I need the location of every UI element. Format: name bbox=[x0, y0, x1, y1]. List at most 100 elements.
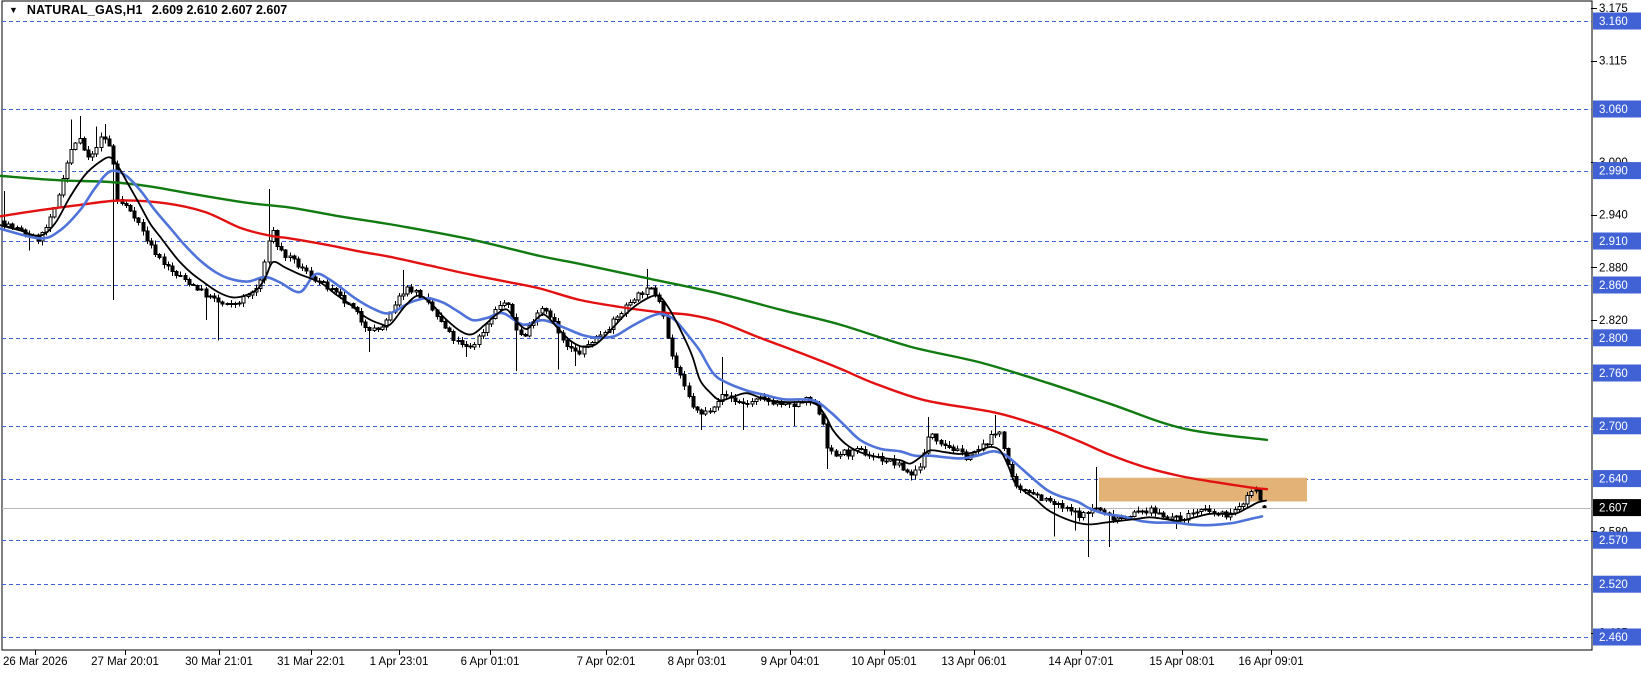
candle-body bbox=[338, 291, 343, 297]
candle-body bbox=[653, 287, 658, 296]
candle-body bbox=[691, 396, 696, 408]
candle-body bbox=[649, 287, 654, 290]
level-price-label: 2.800 bbox=[1599, 333, 1628, 345]
candle-body bbox=[65, 162, 70, 179]
symbol-period-label: NATURAL_GAS,H1 bbox=[26, 3, 143, 17]
candle-body bbox=[712, 406, 717, 413]
level-price-label: 2.910 bbox=[1599, 236, 1628, 248]
candle-body bbox=[1249, 490, 1254, 497]
price-axis[interactable]: 3.1753.1153.0002.9402.8802.8202.5802.465… bbox=[1591, 3, 1641, 646]
candle-body bbox=[1140, 510, 1145, 513]
candle-body bbox=[414, 290, 419, 293]
candle-body bbox=[619, 313, 624, 318]
candle-body bbox=[1081, 512, 1086, 519]
candle-body bbox=[552, 316, 557, 322]
level-price-label: 2.860 bbox=[1599, 280, 1628, 292]
candle-body bbox=[632, 299, 637, 304]
candle-body bbox=[472, 343, 477, 348]
plot-frame bbox=[1, 0, 1593, 651]
candle-body bbox=[233, 303, 238, 306]
candle-body bbox=[288, 255, 293, 259]
candle-body bbox=[939, 440, 944, 445]
candle-body bbox=[687, 385, 692, 398]
candle-body bbox=[834, 450, 839, 457]
price-tick-label: 3.175 bbox=[1599, 3, 1628, 15]
candle-body bbox=[1144, 510, 1149, 514]
candle-body bbox=[1161, 512, 1166, 518]
collapse-quote-icon[interactable]: ▼ bbox=[9, 5, 18, 15]
candle-body bbox=[741, 401, 746, 405]
candle-body bbox=[1027, 489, 1032, 494]
candle-body bbox=[40, 231, 45, 242]
candle-body bbox=[241, 295, 246, 304]
candle-body bbox=[359, 311, 364, 323]
candle-body bbox=[439, 316, 444, 322]
candle-body bbox=[678, 367, 683, 376]
candle-body bbox=[1207, 508, 1212, 512]
time-tick-label: 26 Mar 2026 bbox=[3, 656, 68, 668]
candle-body bbox=[787, 402, 792, 405]
candle-body bbox=[645, 287, 650, 295]
ma-red-medium-line bbox=[0, 199, 1269, 491]
candle-body bbox=[208, 295, 213, 298]
candle-body bbox=[1098, 507, 1103, 511]
candle-body bbox=[720, 394, 725, 402]
candle-body bbox=[73, 142, 78, 150]
candle-body bbox=[153, 244, 158, 255]
candle-body bbox=[779, 402, 784, 406]
candle-body bbox=[162, 256, 167, 266]
level-price-label: 2.700 bbox=[1599, 421, 1628, 433]
candle-body bbox=[628, 302, 633, 306]
candle-body bbox=[792, 403, 797, 407]
candle-body bbox=[1031, 492, 1036, 495]
candle-body bbox=[166, 264, 171, 267]
candle-body bbox=[716, 400, 721, 408]
candle-body bbox=[363, 321, 368, 328]
candle-body bbox=[783, 402, 788, 406]
candle-body bbox=[636, 292, 641, 301]
candle-body bbox=[464, 343, 469, 347]
price-tick-label: 3.115 bbox=[1599, 56, 1627, 68]
candle-body bbox=[1048, 498, 1053, 502]
candle-body bbox=[1052, 500, 1057, 505]
candle-body bbox=[695, 406, 700, 411]
candle-body bbox=[1195, 511, 1200, 514]
candle-body bbox=[380, 326, 385, 331]
candle-body bbox=[78, 137, 83, 144]
candle-body bbox=[947, 445, 952, 448]
candle-body bbox=[1258, 489, 1263, 501]
candle-body bbox=[703, 410, 708, 415]
time-tick-label: 27 Mar 20:01 bbox=[91, 656, 159, 668]
candle-body bbox=[216, 297, 221, 303]
candle-body bbox=[825, 423, 830, 449]
candle-body bbox=[615, 316, 620, 320]
candle-body bbox=[1035, 493, 1040, 496]
candle-body bbox=[128, 204, 133, 212]
candle-body bbox=[456, 339, 461, 342]
supply-zone-rectangle[interactable] bbox=[1099, 477, 1307, 502]
candle-body bbox=[279, 246, 284, 251]
candle-body bbox=[372, 327, 377, 331]
candle-body bbox=[124, 202, 129, 206]
candle-body bbox=[321, 280, 326, 283]
candle-body bbox=[183, 274, 188, 280]
price-tick-label: 2.940 bbox=[1599, 210, 1628, 222]
candle-body bbox=[1174, 515, 1179, 518]
candle-body bbox=[447, 327, 452, 333]
candle-body bbox=[565, 339, 570, 348]
candle-body bbox=[754, 398, 759, 402]
candle-body bbox=[989, 433, 994, 445]
candle-body bbox=[1203, 508, 1208, 511]
time-tick-label: 1 Apr 23:01 bbox=[370, 656, 429, 668]
candle-body bbox=[187, 278, 192, 285]
candle-body bbox=[598, 334, 603, 338]
candle-body bbox=[136, 217, 141, 223]
candle-body bbox=[1132, 511, 1137, 518]
candle-body bbox=[498, 304, 503, 310]
time-axis[interactable]: 26 Mar 2026 27 Mar 20:01 30 Mar 21:01 31 Ma… bbox=[3, 650, 1304, 668]
candle-body bbox=[993, 433, 998, 436]
candle-body bbox=[275, 230, 280, 248]
candle-body bbox=[930, 433, 935, 438]
time-tick-label: 30 Mar 21:01 bbox=[185, 656, 253, 668]
